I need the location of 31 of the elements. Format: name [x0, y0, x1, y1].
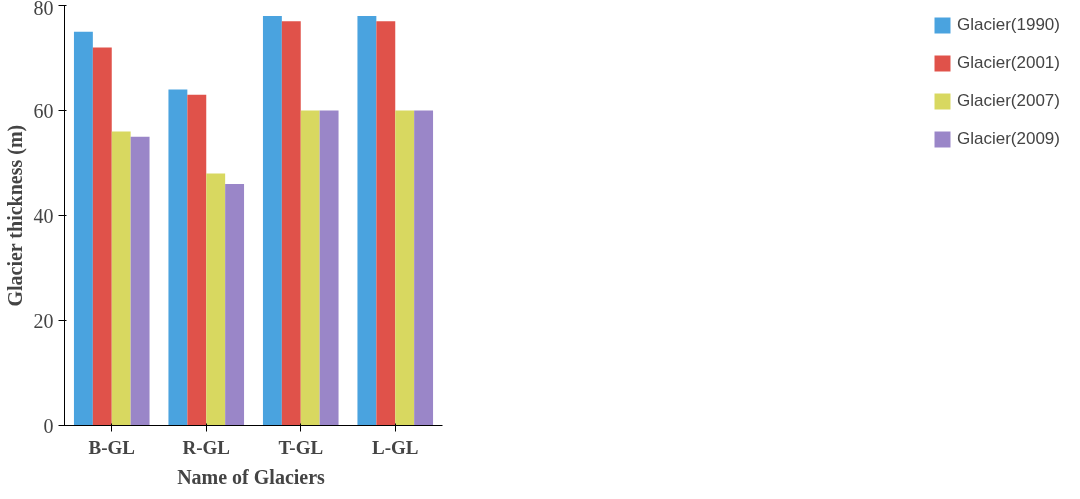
bar — [281, 21, 301, 426]
bar — [130, 136, 150, 426]
bar — [168, 89, 188, 426]
bar — [73, 31, 93, 426]
bar — [206, 173, 226, 426]
y-tick-label: 0 — [43, 414, 54, 437]
bar — [262, 16, 282, 426]
legend-label: Glacier(2009) — [957, 129, 1060, 149]
bar — [376, 21, 396, 426]
bar — [395, 110, 415, 426]
y-tick-label: 20 — [33, 309, 54, 332]
bar — [111, 131, 131, 426]
bar — [225, 184, 245, 426]
legend-label: Glacier(1990) — [957, 15, 1060, 35]
bar — [300, 110, 320, 426]
y-axis-title: Glacier thickness (m) — [3, 124, 27, 307]
x-tick-label: B-GL — [88, 436, 135, 458]
x-axis-title: Name of Glaciers — [177, 465, 326, 488]
legend-label: Glacier(2007) — [957, 91, 1060, 111]
x-tick-label: T-GL — [278, 436, 324, 458]
x-tick-label: R-GL — [182, 436, 230, 458]
y-tick-label: 60 — [33, 99, 54, 122]
x-tick-label: L-GL — [372, 436, 419, 458]
bar — [414, 110, 434, 426]
bar — [92, 47, 112, 426]
bar — [187, 94, 207, 426]
y-tick-label: 40 — [33, 204, 54, 227]
bar — [319, 110, 339, 426]
y-tick-label: 80 — [33, 0, 54, 19]
bar — [357, 16, 377, 426]
legend-label: Glacier(2001) — [957, 53, 1060, 73]
